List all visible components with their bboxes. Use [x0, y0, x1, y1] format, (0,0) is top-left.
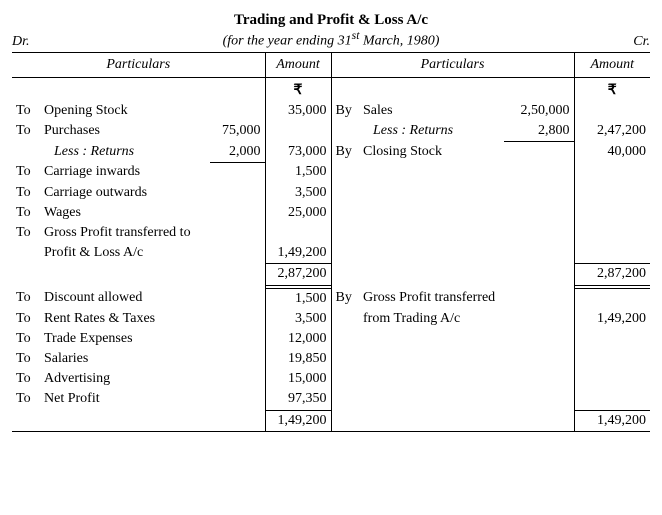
rupee-cr: ₹	[574, 78, 650, 101]
title: Trading and Profit & Loss A/c	[12, 12, 650, 29]
cr-label: Cr.	[633, 34, 650, 50]
col-particulars-cr: Particulars	[331, 53, 574, 78]
carriage-outwards: Carriage outwards	[40, 183, 210, 203]
closing-stock: Closing Stock	[359, 142, 504, 163]
rent-rates-taxes: Rent Rates & Taxes	[40, 309, 210, 329]
dr-label: Dr.	[12, 34, 30, 50]
pl-total-dr: 1,49,200	[265, 410, 331, 431]
col-particulars-dr: Particulars	[12, 53, 265, 78]
trade-expenses: Trade Expenses	[40, 329, 210, 349]
net-profit: Net Profit	[40, 389, 210, 410]
col-amount-dr: Amount	[265, 53, 331, 78]
header: Trading and Profit & Loss A/c (for the y…	[12, 12, 650, 50]
salaries: Salaries	[40, 349, 210, 369]
sales: Sales	[359, 101, 504, 121]
gp-to-pl-2: Profit & Loss A/c	[40, 243, 265, 264]
trading-total-dr: 2,87,200	[265, 264, 331, 285]
discount-allowed: Discount allowed	[40, 288, 210, 309]
advertising: Advertising	[40, 369, 210, 389]
wages: Wages	[40, 203, 210, 223]
col-amount-cr: Amount	[574, 53, 650, 78]
trading-total-cr: 2,87,200	[574, 264, 650, 285]
rupee-dr: ₹	[265, 78, 331, 101]
pl-total-cr: 1,49,200	[574, 410, 650, 431]
purchases-less-returns: Less : Returns	[40, 142, 210, 163]
column-header-row: Particulars Amount Particulars Amount	[12, 53, 650, 78]
ledger-container: Trading and Profit & Loss A/c (for the y…	[12, 12, 650, 432]
gp-to-pl-1: Gross Profit transferred to	[40, 223, 265, 243]
gp-from-trading-1: Gross Profit transferred	[359, 288, 574, 309]
carriage-inwards: Carriage inwards	[40, 162, 210, 182]
opening-stock: Opening Stock	[40, 101, 210, 121]
purchases: Purchases	[40, 121, 210, 142]
sales-less-returns: Less : Returns	[359, 121, 504, 142]
subtitle: (for the year ending 31st March, 1980)	[12, 29, 650, 50]
gp-from-trading-2: from Trading A/c	[359, 309, 574, 329]
ledger-table: Particulars Amount Particulars Amount ₹ …	[12, 52, 650, 432]
